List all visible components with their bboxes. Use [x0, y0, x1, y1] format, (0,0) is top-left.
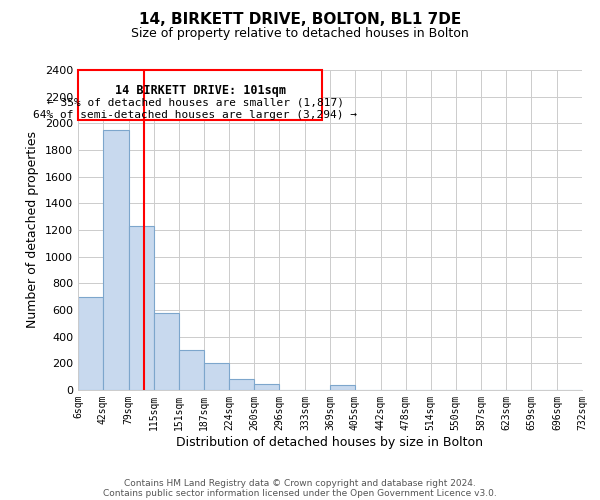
Bar — [229, 380, 254, 390]
X-axis label: Distribution of detached houses by size in Bolton: Distribution of detached houses by size … — [176, 436, 484, 448]
Text: ← 35% of detached houses are smaller (1,817): ← 35% of detached houses are smaller (1,… — [47, 97, 344, 107]
Bar — [179, 350, 203, 390]
Bar — [154, 314, 179, 390]
Y-axis label: Number of detached properties: Number of detached properties — [26, 132, 40, 328]
Bar — [103, 130, 128, 390]
Text: Contains HM Land Registry data © Crown copyright and database right 2024.: Contains HM Land Registry data © Crown c… — [124, 478, 476, 488]
Text: Size of property relative to detached houses in Bolton: Size of property relative to detached ho… — [131, 28, 469, 40]
Bar — [254, 384, 280, 390]
Bar — [330, 386, 355, 390]
Bar — [203, 364, 229, 390]
FancyBboxPatch shape — [78, 70, 322, 119]
Bar — [128, 226, 154, 390]
Text: 14 BIRKETT DRIVE: 101sqm: 14 BIRKETT DRIVE: 101sqm — [115, 84, 286, 98]
Text: 14, BIRKETT DRIVE, BOLTON, BL1 7DE: 14, BIRKETT DRIVE, BOLTON, BL1 7DE — [139, 12, 461, 28]
Text: 64% of semi-detached houses are larger (3,294) →: 64% of semi-detached houses are larger (… — [33, 110, 357, 120]
Text: Contains public sector information licensed under the Open Government Licence v3: Contains public sector information licen… — [103, 488, 497, 498]
Bar — [78, 296, 103, 390]
